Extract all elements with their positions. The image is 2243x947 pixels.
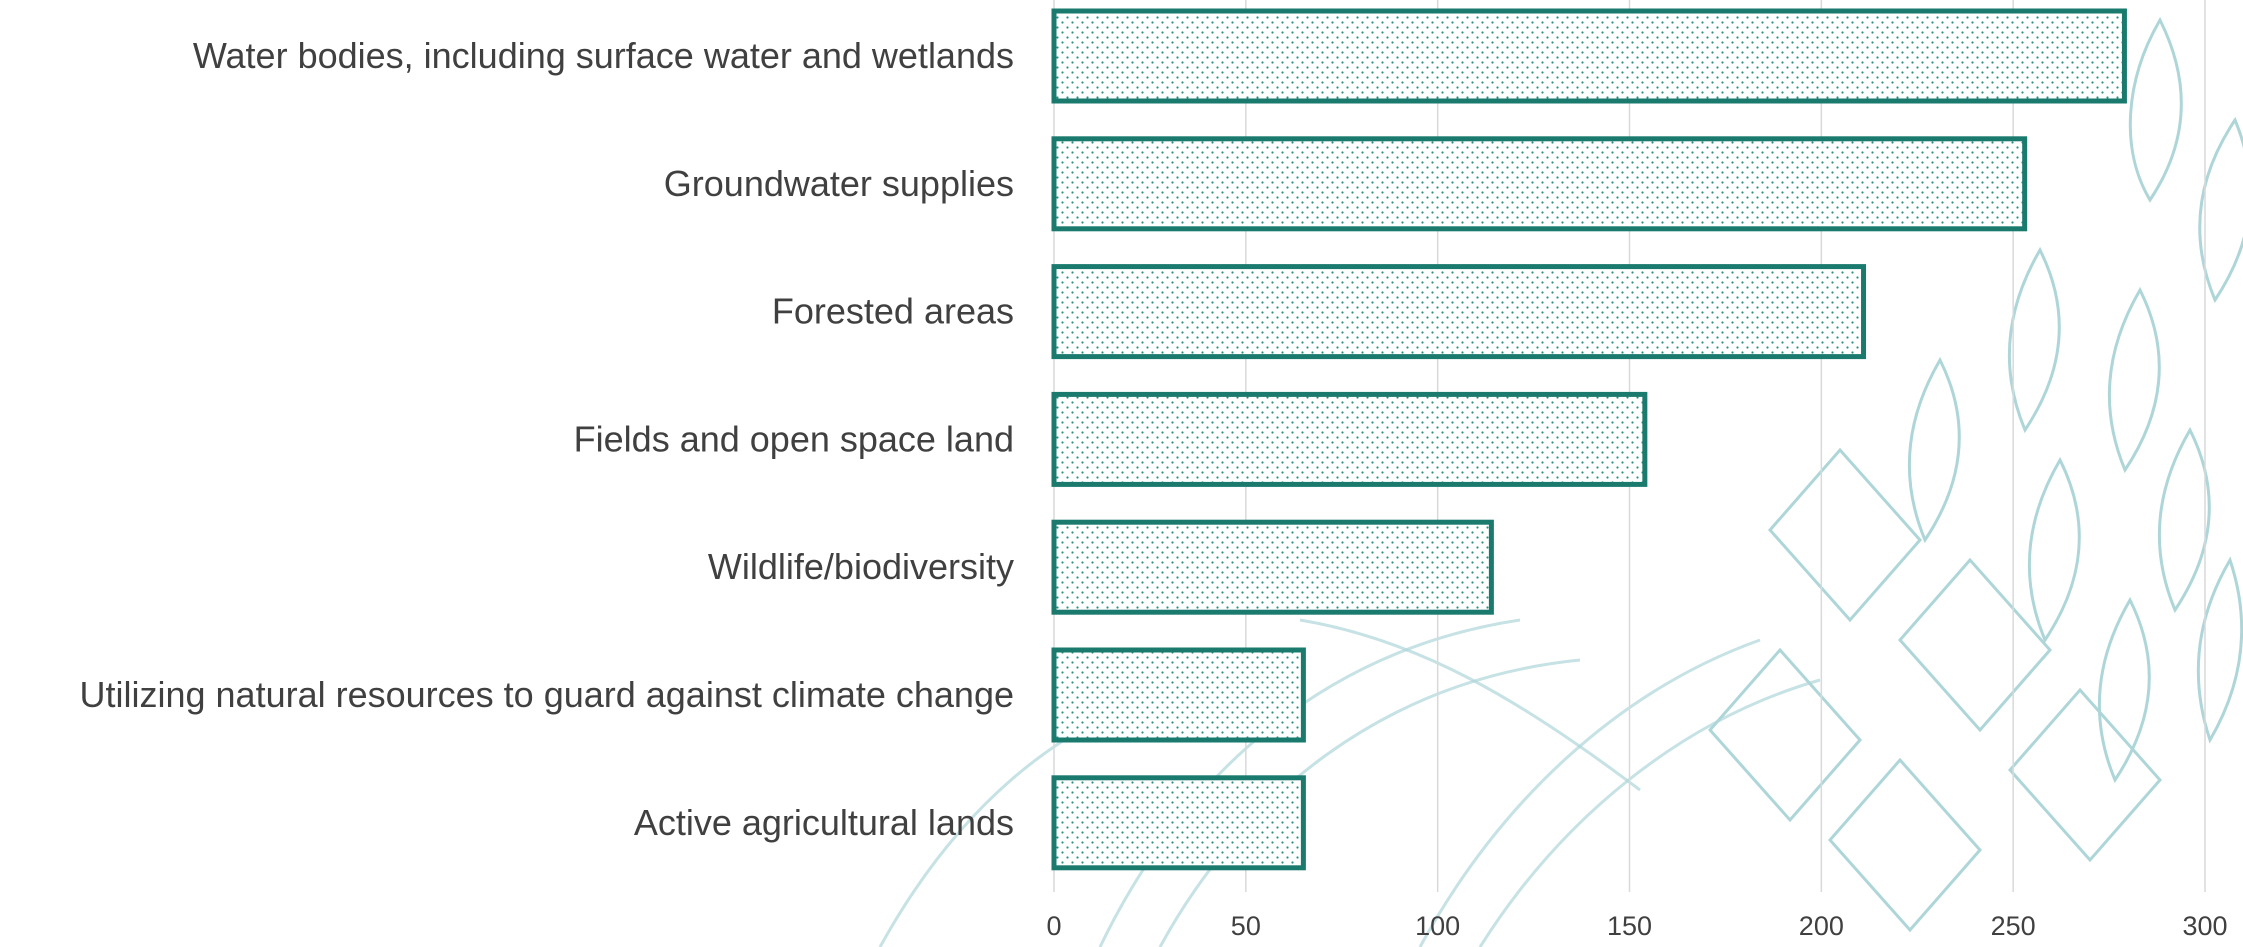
category-label: Utilizing natural resources to guard aga… xyxy=(79,674,1014,715)
bar-5 xyxy=(1051,519,1494,615)
x-tick-label: 200 xyxy=(1799,911,1844,941)
x-tick-label: 250 xyxy=(1991,911,2036,941)
bars xyxy=(1051,8,2127,871)
category-label: Forested areas xyxy=(772,291,1014,332)
decorative-leaf xyxy=(2157,426,2211,614)
decorative-leaf xyxy=(1907,356,1961,544)
decorative-leaf xyxy=(2097,596,2151,784)
x-tick-label: 0 xyxy=(1046,911,1061,941)
category-label: Wildlife/biodiversity xyxy=(708,546,1014,587)
bar-6 xyxy=(1051,647,1306,743)
decorative-lattice xyxy=(1898,557,2052,733)
decorative-leaf xyxy=(2196,556,2243,744)
bar-3 xyxy=(1051,264,1867,360)
category-label: Groundwater supplies xyxy=(664,163,1014,204)
x-axis-tick-labels: 0 50 100 150 200 250 300 xyxy=(1046,911,2227,941)
x-tick-label: 300 xyxy=(2182,911,2227,941)
category-label: Water bodies, including surface water an… xyxy=(193,35,1014,76)
category-label: Fields and open space land xyxy=(574,418,1014,459)
decorative-leaf xyxy=(2107,286,2161,474)
bar-4 xyxy=(1051,391,1648,487)
bar-1 xyxy=(1051,8,2127,104)
bar-2 xyxy=(1051,136,2028,232)
decorative-leaf xyxy=(2027,456,2081,644)
decorative-leaf xyxy=(2128,16,2183,203)
category-labels: Water bodies, including surface water an… xyxy=(79,35,1014,843)
decorative-lattice xyxy=(1708,647,1862,823)
bar-7 xyxy=(1051,775,1306,871)
decorative-lattice xyxy=(1828,757,1982,933)
x-tick-label: 150 xyxy=(1607,911,1652,941)
decorative-lattice xyxy=(1768,447,1922,623)
decorative-leaf xyxy=(2007,246,2061,434)
x-tick-label: 100 xyxy=(1415,911,1460,941)
decorative-arc xyxy=(1158,658,1581,947)
decorative-leaf xyxy=(2198,116,2243,304)
background-decoration xyxy=(878,16,2243,947)
decorative-arc xyxy=(1299,618,1641,792)
category-label: Active agricultural lands xyxy=(634,802,1014,843)
decorative-arc xyxy=(1418,638,1761,947)
x-tick-label: 50 xyxy=(1231,911,1261,941)
decorative-lattice xyxy=(2008,687,2162,863)
decorative-arc xyxy=(1478,678,1821,947)
